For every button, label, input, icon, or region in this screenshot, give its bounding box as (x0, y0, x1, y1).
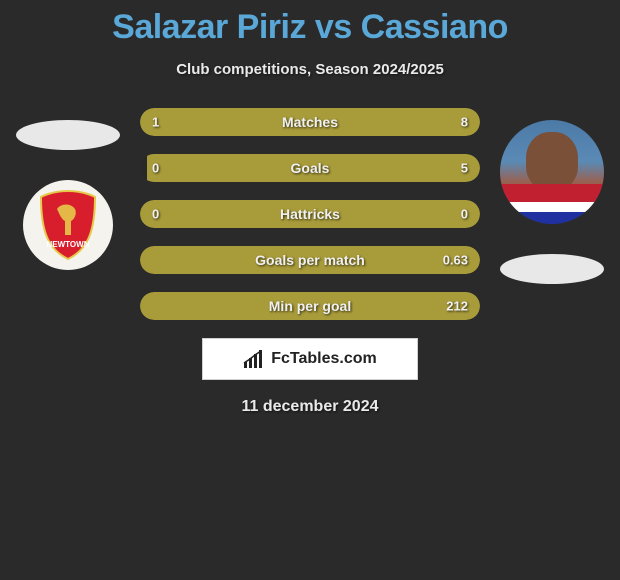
stats-area: 18Matches 05Goals 00Hattricks 0.63Goals per… (0, 108, 620, 320)
subtitle: Club competitions, Season 2024/2025 (0, 61, 620, 78)
stat-label: Hattricks (140, 206, 480, 222)
stat-row: 00Hattricks (140, 200, 480, 228)
stat-row: 18Matches (140, 108, 480, 136)
watermark-text: FcTables.com (271, 350, 377, 368)
date-text: 11 december 2024 (0, 398, 620, 416)
watermark: FcTables.com (202, 338, 418, 380)
bars-icon (243, 350, 265, 368)
stat-label: Matches (140, 114, 480, 130)
stat-label: Goals per match (140, 252, 480, 268)
stat-row: 0.63Goals per match (140, 246, 480, 274)
stat-row: 05Goals (140, 154, 480, 182)
stat-row: 212Min per goal (140, 292, 480, 320)
page-title: Salazar Piriz vs Cassiano (0, 0, 620, 47)
stat-label: Goals (140, 160, 480, 176)
stat-label: Min per goal (140, 298, 480, 314)
